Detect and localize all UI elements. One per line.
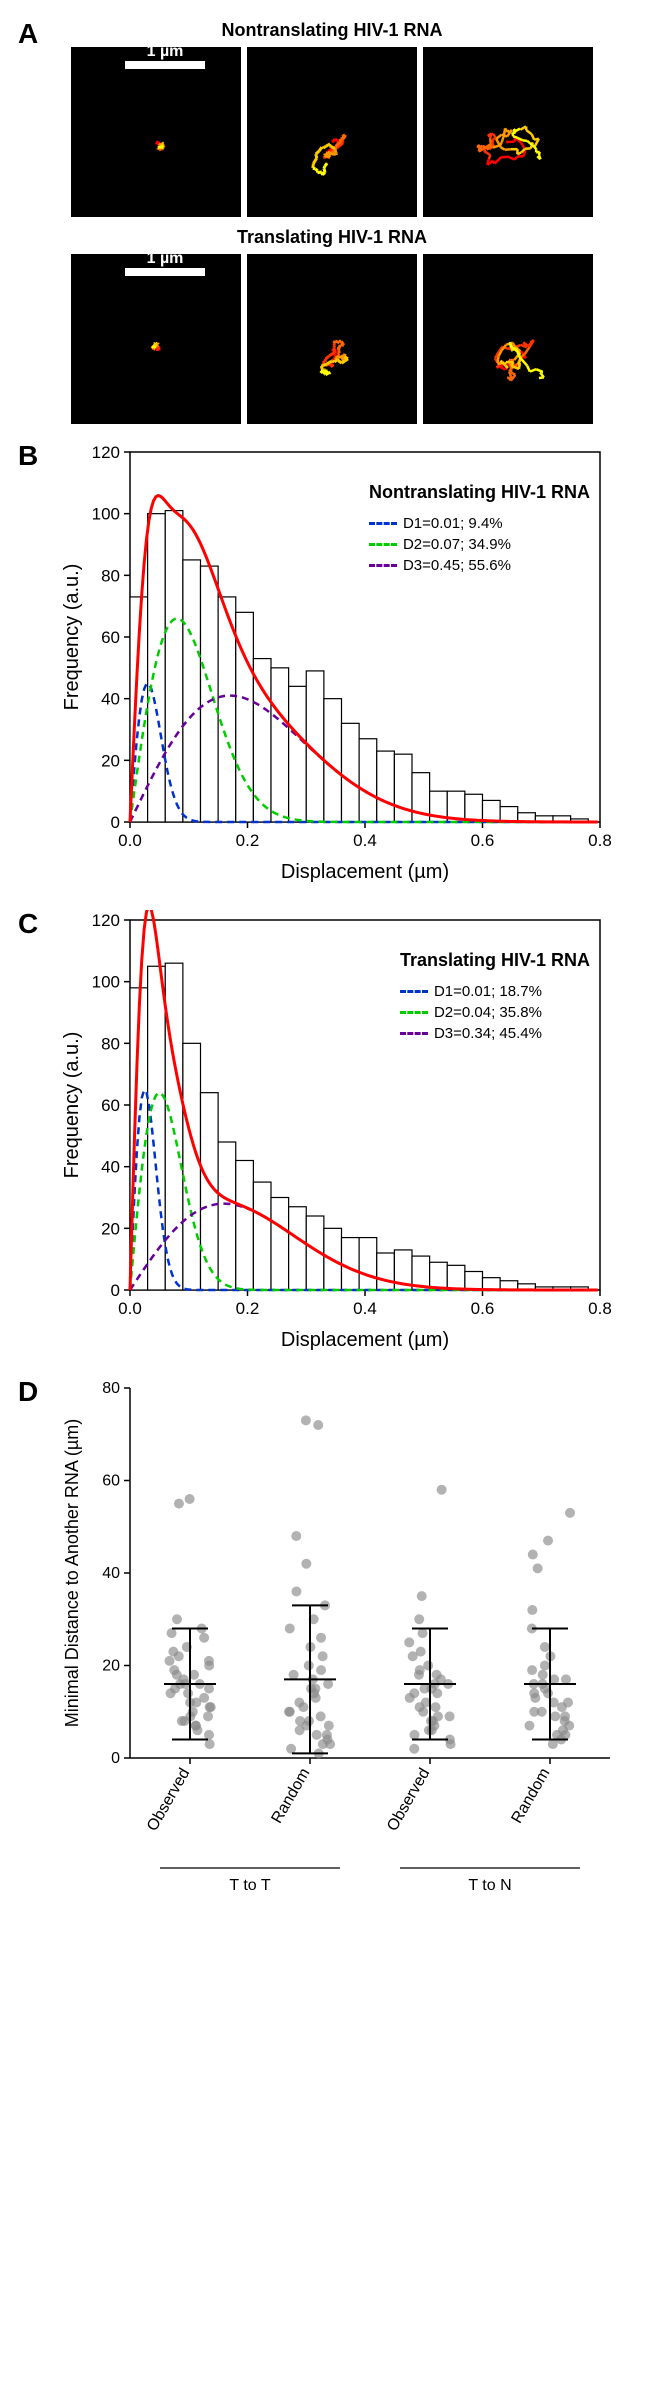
panel-a-label: A — [18, 18, 38, 50]
svg-text:80: 80 — [101, 1034, 120, 1053]
svg-text:40: 40 — [102, 1565, 120, 1582]
svg-text:0: 0 — [111, 1750, 120, 1767]
legend-item: D1=0.01; 18.7% — [400, 983, 590, 1000]
svg-text:60: 60 — [101, 1096, 120, 1115]
panel-c: C 0 20 40 60 80 100 120 0.0 0.2 0.4 0.6 0.8 Displace… — [20, 910, 644, 1360]
legend-item: D2=0.07; 34.9% — [369, 536, 590, 553]
trajectory-box — [423, 254, 593, 424]
panel-b-chart: 0 20 40 60 80 100 120 0.0 0.2 0.4 0.6 0.8 Displaceme… — [60, 442, 620, 892]
scalebar: 1 µm — [125, 61, 205, 69]
svg-text:120: 120 — [92, 443, 120, 462]
svg-text:Observed: Observed — [384, 1766, 433, 1835]
panel-a: A Nontranslating HIV-1 RNA 1 µm Translat… — [20, 20, 644, 424]
svg-text:Observed: Observed — [144, 1766, 193, 1835]
svg-text:Minimal Distance to Another RN: Minimal Distance to Another RNA (µm) — [62, 1419, 82, 1727]
svg-text:20: 20 — [101, 1219, 120, 1238]
trajectory-box — [247, 254, 417, 424]
svg-text:0.8: 0.8 — [588, 831, 612, 850]
trajectory-box: 1 µm — [71, 254, 241, 424]
svg-text:Random: Random — [508, 1766, 553, 1827]
legend-item: D3=0.34; 45.4% — [400, 1025, 590, 1042]
svg-text:0.0: 0.0 — [118, 831, 142, 850]
trajectory-box — [247, 47, 417, 217]
panel-a-title-bottom: Translating HIV-1 RNA — [20, 227, 644, 248]
svg-text:0.2: 0.2 — [236, 831, 260, 850]
trajectory-row-translating: 1 µm — [20, 254, 644, 424]
svg-text:0: 0 — [111, 813, 120, 832]
svg-text:60: 60 — [102, 1473, 120, 1490]
svg-text:Frequency (a.u.): Frequency (a.u.) — [61, 1032, 83, 1179]
panel-c-chart: 0 20 40 60 80 100 120 0.0 0.2 0.4 0.6 0.8 Displaceme… — [60, 910, 620, 1360]
panel-d-chart: 0 20 40 60 80 Minimal Distance to Another RNA… — [60, 1378, 620, 1938]
scalebar-label: 1 µm — [125, 250, 205, 268]
svg-text:0: 0 — [111, 1281, 120, 1300]
svg-text:20: 20 — [102, 1658, 120, 1675]
svg-text:80: 80 — [101, 566, 120, 585]
scalebar: 1 µm — [125, 268, 205, 276]
panel-d: D 0 20 40 60 80 Minimal Distance to Another R… — [20, 1378, 644, 1938]
svg-text:0.2: 0.2 — [236, 1299, 260, 1318]
panel-d-label: D — [18, 1376, 38, 1408]
svg-text:40: 40 — [101, 1158, 120, 1177]
trajectory-box — [423, 47, 593, 217]
svg-text:0.4: 0.4 — [353, 1299, 377, 1318]
svg-text:0.0: 0.0 — [118, 1299, 142, 1318]
chart-title: Translating HIV-1 RNA — [400, 950, 590, 971]
svg-text:Displacement (µm): Displacement (µm) — [281, 861, 449, 883]
svg-text:0.8: 0.8 — [588, 1299, 612, 1318]
legend-item: D3=0.45; 55.6% — [369, 557, 590, 574]
svg-text:Frequency (a.u.): Frequency (a.u.) — [61, 564, 83, 711]
legend-item: D1=0.01; 9.4% — [369, 515, 590, 532]
trajectory-row-nontranslating: 1 µm — [20, 47, 644, 217]
svg-text:40: 40 — [101, 690, 120, 709]
chart-title: Nontranslating HIV-1 RNA — [369, 482, 590, 503]
panel-b-label: B — [18, 440, 38, 472]
trajectory-box: 1 µm — [71, 47, 241, 217]
svg-text:100: 100 — [92, 505, 120, 524]
svg-text:100: 100 — [92, 973, 120, 992]
svg-text:120: 120 — [92, 911, 120, 930]
scalebar-label: 1 µm — [125, 43, 205, 61]
svg-text:T to N: T to N — [468, 1877, 511, 1894]
panel-c-label: C — [18, 908, 38, 940]
panel-a-title-top: Nontranslating HIV-1 RNA — [20, 20, 644, 41]
svg-text:60: 60 — [101, 628, 120, 647]
svg-text:20: 20 — [101, 751, 120, 770]
svg-text:0.6: 0.6 — [471, 831, 495, 850]
legend-item: D2=0.04; 35.8% — [400, 1004, 590, 1021]
svg-text:Displacement (µm): Displacement (µm) — [281, 1329, 449, 1351]
svg-text:80: 80 — [102, 1380, 120, 1397]
svg-text:T to T: T to T — [229, 1877, 270, 1894]
svg-text:Random: Random — [268, 1766, 313, 1827]
panel-b: B 0 20 40 60 80 100 120 0.0 0.2 0.4 0.6 0.8 Displace… — [20, 442, 644, 892]
svg-text:0.6: 0.6 — [471, 1299, 495, 1318]
svg-text:0.4: 0.4 — [353, 831, 377, 850]
